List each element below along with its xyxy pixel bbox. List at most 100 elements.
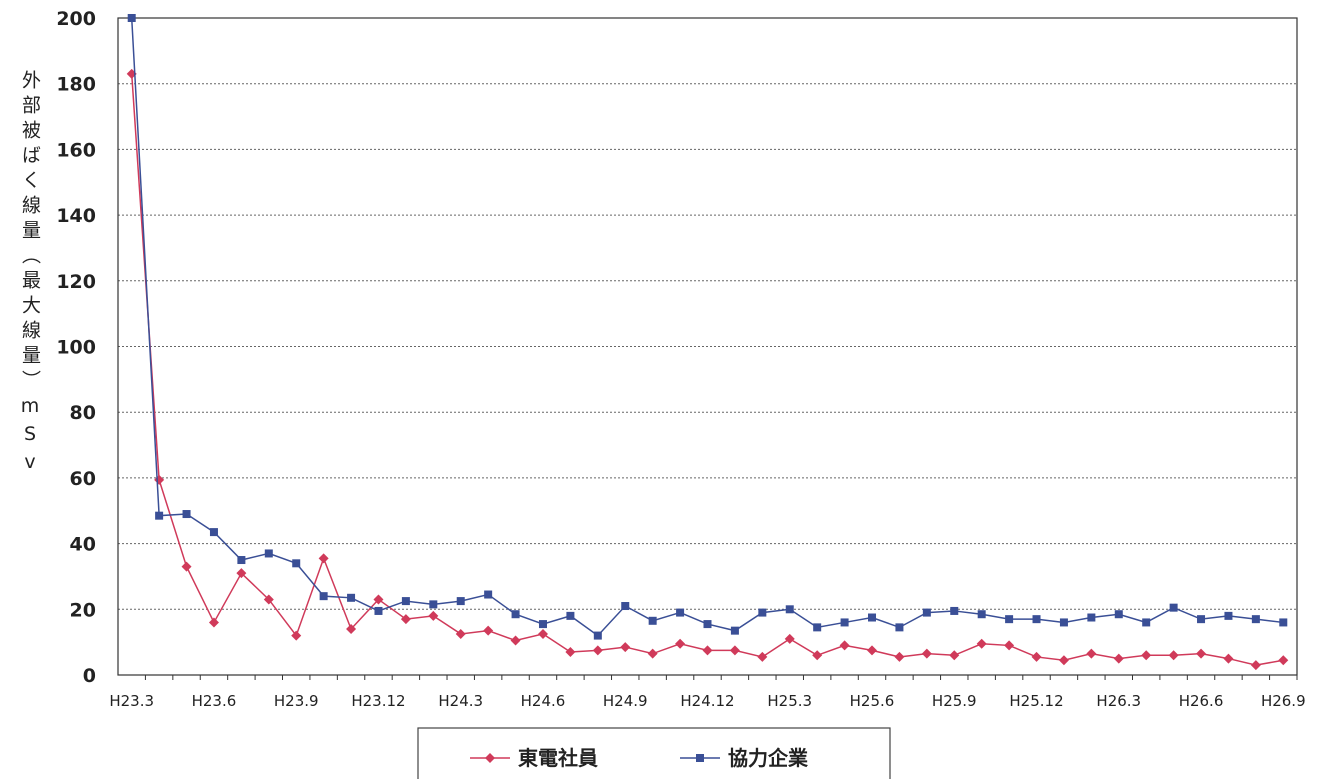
marker	[950, 606, 959, 615]
marker	[237, 556, 246, 565]
series-line	[130, 17, 1284, 637]
marker	[154, 474, 165, 485]
x-tick-label: H23.6	[192, 692, 237, 710]
y-tick-label: 140	[56, 205, 96, 227]
marker	[647, 648, 658, 659]
marker	[510, 635, 521, 646]
marker	[675, 638, 686, 649]
marker	[1114, 610, 1123, 619]
marker	[429, 600, 438, 609]
marker	[264, 549, 273, 558]
plot-border	[117, 17, 1298, 676]
marker	[373, 594, 384, 605]
marker	[921, 648, 932, 659]
marker	[1169, 603, 1178, 612]
marker	[894, 651, 905, 662]
marker	[839, 640, 850, 651]
marker	[1141, 650, 1152, 661]
marker	[813, 623, 822, 632]
marker	[428, 610, 439, 621]
marker	[1251, 615, 1260, 624]
marker	[1004, 640, 1015, 651]
legend-label: 東電社員	[518, 746, 598, 770]
marker	[1223, 653, 1234, 664]
marker	[1278, 655, 1289, 666]
marker	[483, 625, 494, 636]
marker	[291, 630, 302, 641]
x-tick-label: H26.9	[1261, 692, 1306, 710]
marker	[346, 624, 357, 635]
marker	[729, 645, 740, 656]
x-tick-label: H26.3	[1096, 692, 1141, 710]
legend-box	[417, 727, 891, 783]
marker	[895, 623, 904, 632]
marker	[702, 645, 713, 656]
marker	[621, 602, 630, 611]
marker	[209, 528, 218, 537]
marker	[1032, 615, 1041, 624]
marker	[292, 559, 301, 568]
marker	[840, 618, 849, 627]
marker	[592, 645, 603, 656]
marker	[1168, 650, 1179, 661]
marker	[456, 597, 465, 606]
marker	[1087, 613, 1096, 622]
marker	[263, 594, 274, 605]
marker	[758, 608, 767, 617]
legend-label: 協力企業	[728, 746, 809, 770]
marker	[400, 614, 411, 625]
marker	[566, 611, 575, 620]
marker	[784, 633, 795, 644]
marker	[1005, 615, 1014, 624]
y-tick-label: 20	[70, 599, 96, 621]
marker	[236, 568, 247, 579]
marker	[127, 14, 136, 22]
x-tick-label: H24.3	[438, 692, 483, 710]
marker	[485, 753, 495, 763]
marker	[922, 608, 931, 617]
marker	[1113, 653, 1124, 664]
y-tick-label: 100	[56, 337, 96, 359]
marker	[181, 561, 192, 572]
marker	[1086, 648, 1097, 659]
marker	[812, 650, 823, 661]
marker	[1059, 618, 1068, 627]
y-tick-label: 60	[70, 468, 96, 490]
y-tick-label: 80	[70, 402, 96, 424]
marker	[593, 631, 602, 640]
series-line	[130, 73, 1284, 666]
marker	[730, 626, 739, 635]
marker	[155, 511, 164, 520]
marker	[1197, 615, 1206, 624]
marker	[565, 647, 576, 658]
x-tick-label: H23.3	[109, 692, 154, 710]
marker	[374, 606, 383, 615]
x-tick-label: H23.12	[351, 692, 405, 710]
x-tick-label: H23.9	[274, 692, 319, 710]
marker	[868, 613, 877, 622]
marker	[347, 593, 356, 602]
x-tick-label: H26.6	[1179, 692, 1224, 710]
x-tick-label: H24.6	[521, 692, 566, 710]
marker	[182, 510, 191, 519]
marker	[867, 645, 878, 656]
marker	[455, 628, 466, 639]
marker	[648, 616, 657, 625]
x-tick-label: H25.3	[767, 692, 812, 710]
y-tick-label: 120	[56, 271, 96, 293]
marker	[1196, 648, 1207, 659]
marker	[949, 650, 960, 661]
marker	[1224, 611, 1233, 620]
marker	[401, 597, 410, 606]
marker	[676, 608, 685, 617]
marker	[318, 553, 329, 564]
y-tick-label: 0	[83, 665, 96, 687]
y-tick-label: 200	[56, 8, 96, 30]
marker	[208, 617, 219, 628]
x-tick-label: H25.6	[850, 692, 895, 710]
y-tick-label: 40	[70, 534, 96, 556]
marker	[1250, 660, 1261, 671]
marker	[757, 651, 768, 662]
